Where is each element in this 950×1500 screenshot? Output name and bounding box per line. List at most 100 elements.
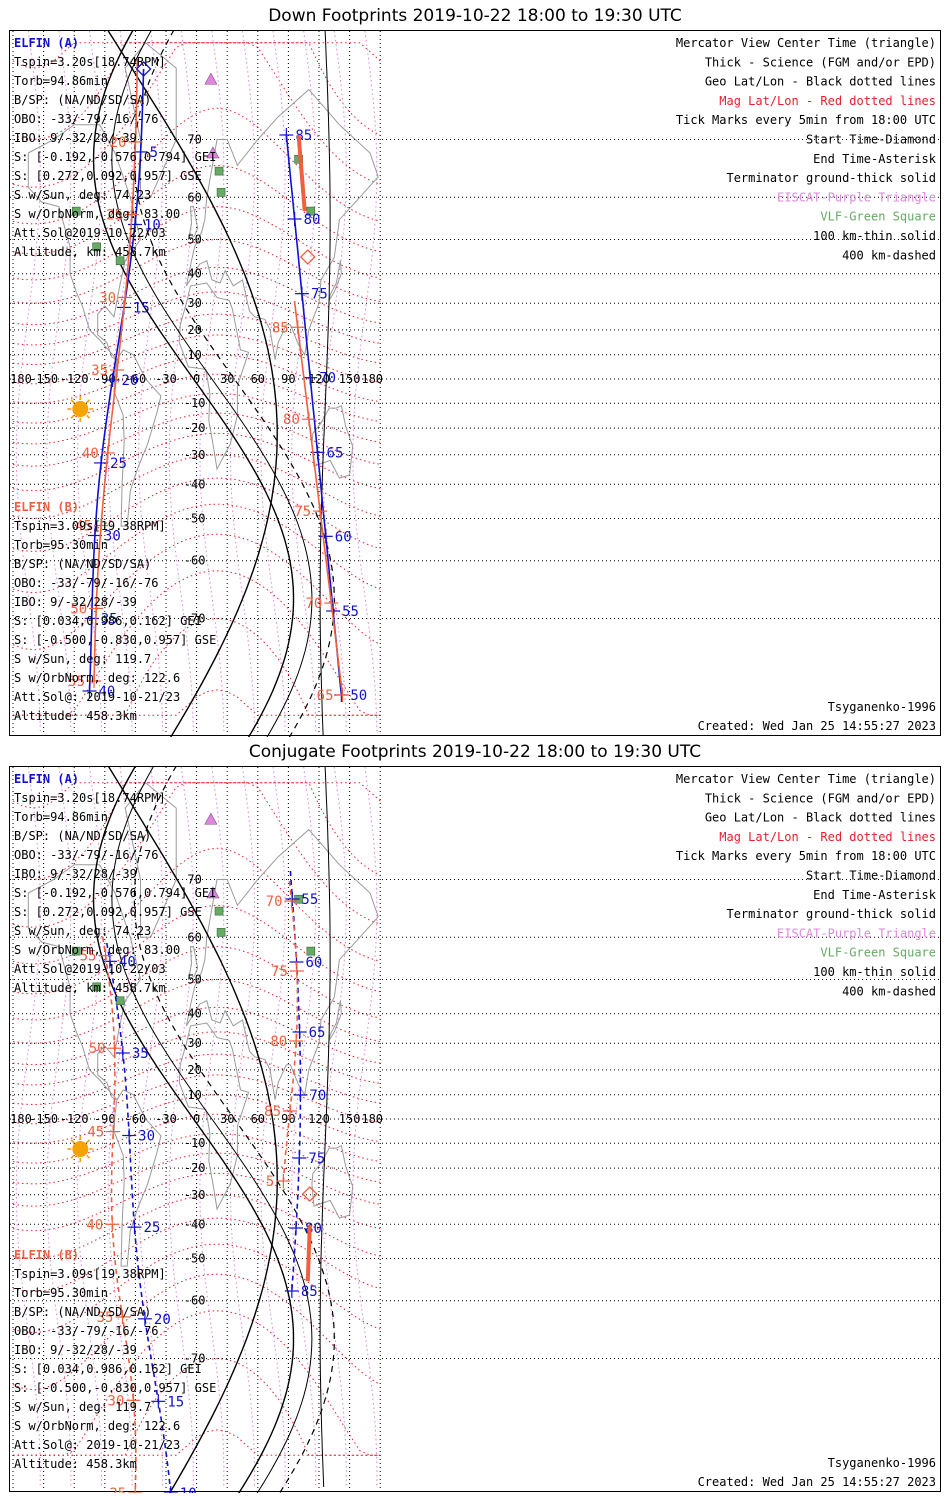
terminator-100km <box>111 31 313 737</box>
elfin-a-info-line: S: [-0.192,-0.576,0.794] GEI <box>14 150 216 164</box>
terminator <box>92 767 335 1493</box>
continent-outline <box>27 124 142 361</box>
lon-tick-label: -150 <box>29 1112 58 1126</box>
vlf-square <box>71 206 81 216</box>
tick-label: 70 <box>309 1088 326 1104</box>
tick-label: 45 <box>75 519 92 535</box>
sun-icon <box>67 396 94 422</box>
vlf-square <box>92 982 101 992</box>
mag-latitude-line <box>12 42 381 188</box>
lat-tick-label: 70 <box>187 873 201 887</box>
lat-tick-label: -10 <box>184 396 206 410</box>
elfin-b-info-line: OBO: -33/-79/-16/-76 <box>14 1324 159 1338</box>
tick-label: 85 <box>301 1284 318 1300</box>
vlf-square <box>306 206 316 216</box>
legend-line: End Time-Asterisk <box>813 888 937 902</box>
tick-label: 15 <box>133 300 150 316</box>
tick-label: 15 <box>167 1394 184 1410</box>
elfin-b-info-line: Att.Sol@: 2019-10-21/23 <box>14 690 180 704</box>
legend-line: Thick - Science (FGM and/or EPD) <box>705 791 936 805</box>
elfin-b-info-line: S: [-0.500,-0.830,0.957] GSE <box>14 1381 216 1395</box>
tick-label: 85 <box>272 320 289 336</box>
elfin-b-track-west: 55 50 45 40 35 30 25 <box>80 936 143 1493</box>
lat-tick-label: 60 <box>187 190 201 204</box>
tick-label: 70 <box>266 894 283 910</box>
elfin-b-info-line: Att.Sol@: 2019-10-21/23 <box>14 1438 180 1452</box>
lat-tick-label: 20 <box>187 323 201 337</box>
legend-line: VLF-Green Square <box>820 210 936 224</box>
model-label: Tsyganenko-1996 <box>828 700 936 714</box>
mag-latitude-line <box>12 782 381 881</box>
lon-tick-label: -60 <box>125 1112 147 1126</box>
tick-label: 65 <box>309 1025 326 1041</box>
tick-label: 55 <box>68 674 85 690</box>
mag-meridian <box>352 767 378 1488</box>
lon-tick-label: 180 <box>10 1112 32 1126</box>
lat-tick-label: -40 <box>184 477 206 491</box>
created-timestamp: Created: Wed Jan 25 14:55:27 2023 <box>698 1475 936 1489</box>
elfin-b-info-line: S: [0.034,0.986,0.162] GEI <box>14 614 202 628</box>
elfin-a-track-east-line <box>285 134 343 696</box>
terminator <box>92 31 335 737</box>
terminator-west <box>107 31 278 737</box>
terminator-ground <box>92 767 295 1493</box>
lat-tick-label: -70 <box>184 1351 206 1365</box>
legend-line: Start Time-Diamond <box>806 133 936 147</box>
continent-outline <box>185 88 379 360</box>
tick-label: 65 <box>317 688 334 704</box>
map-canvas: 180-150 -120 -90 -60 -30 0 30 60 90 120 150 1807060… <box>10 767 942 1493</box>
tick-label: 20 <box>110 135 127 151</box>
tick-label: 25 <box>109 1486 126 1493</box>
elfin-b-track-east: 70 75 80 85 5 <box>264 880 304 1190</box>
elfin-b-info-line: Altitude: 458.3km <box>14 709 137 723</box>
mag-meridian <box>168 31 194 732</box>
lat-tick-label: -70 <box>184 611 206 625</box>
sun-icon <box>67 1136 94 1162</box>
lat-tick-label: -50 <box>184 511 206 525</box>
legend-line: End Time-Asterisk <box>813 152 937 166</box>
elfin-b-info-line: Torb=95.30min <box>14 538 108 552</box>
elfin-a-info-line: OBO: -33/-79/-16/-76 <box>14 112 159 126</box>
mag-meridian <box>138 31 164 732</box>
tick-label: 55 <box>301 892 318 908</box>
tick-label: 30 <box>99 290 116 306</box>
mag-latitude-line <box>13 1429 381 1456</box>
lon-tick-label: 0 <box>193 1112 200 1126</box>
elfin-a-track-west: 40 35 30 25 20 15 10 <box>102 942 197 1493</box>
model-label: Tsyganenko-1996 <box>828 1456 936 1470</box>
legend-line: Geo Lat/Lon - Black dotted lines <box>705 811 936 825</box>
tick-label: 85 <box>264 1104 281 1120</box>
lat-tick-label: -40 <box>184 1217 206 1231</box>
lon-tick-label: -90 <box>94 372 116 386</box>
vlf-square <box>306 946 316 956</box>
start-diamond-b <box>301 1186 318 1202</box>
geographic-grid <box>10 31 942 737</box>
sun-ray <box>70 399 75 404</box>
elfin-b-info-line: OBO: -33/-79/-16/-76 <box>14 576 159 590</box>
continent-outline <box>113 349 162 527</box>
elfin-a-info-title: ELFIN (A) <box>14 772 79 786</box>
magnetic-meridians <box>15 31 378 732</box>
continent-outline <box>124 42 177 198</box>
lon-tick-label: -150 <box>29 372 58 386</box>
mag-meridian <box>352 31 378 732</box>
lat-tick-label: -60 <box>184 554 206 568</box>
mag-latitude-line <box>12 1172 381 1232</box>
tick-label: 75 <box>311 287 328 303</box>
lon-tick-label: 90 <box>281 372 295 386</box>
sun-ray <box>86 399 91 404</box>
tick-label: 25 <box>143 1220 160 1236</box>
lon-tick-label: 60 <box>251 1112 265 1126</box>
legend-line: 100 km-thin solid <box>813 229 936 243</box>
lat-tick-label: 20 <box>187 1063 201 1077</box>
lon-tick-label: 150 <box>339 1112 361 1126</box>
legend-line: Terminator ground-thick solid <box>726 171 936 185</box>
continent-outline <box>328 260 342 301</box>
tick-label: 35 <box>101 611 118 627</box>
elfin-a-info-line: Tspin=3.20s[18.74RPM] <box>14 55 166 69</box>
tick-label: 40 <box>119 954 136 970</box>
tick-label: 75 <box>294 504 311 520</box>
mag-latitude-line <box>12 42 381 141</box>
terminator-east <box>319 31 331 736</box>
